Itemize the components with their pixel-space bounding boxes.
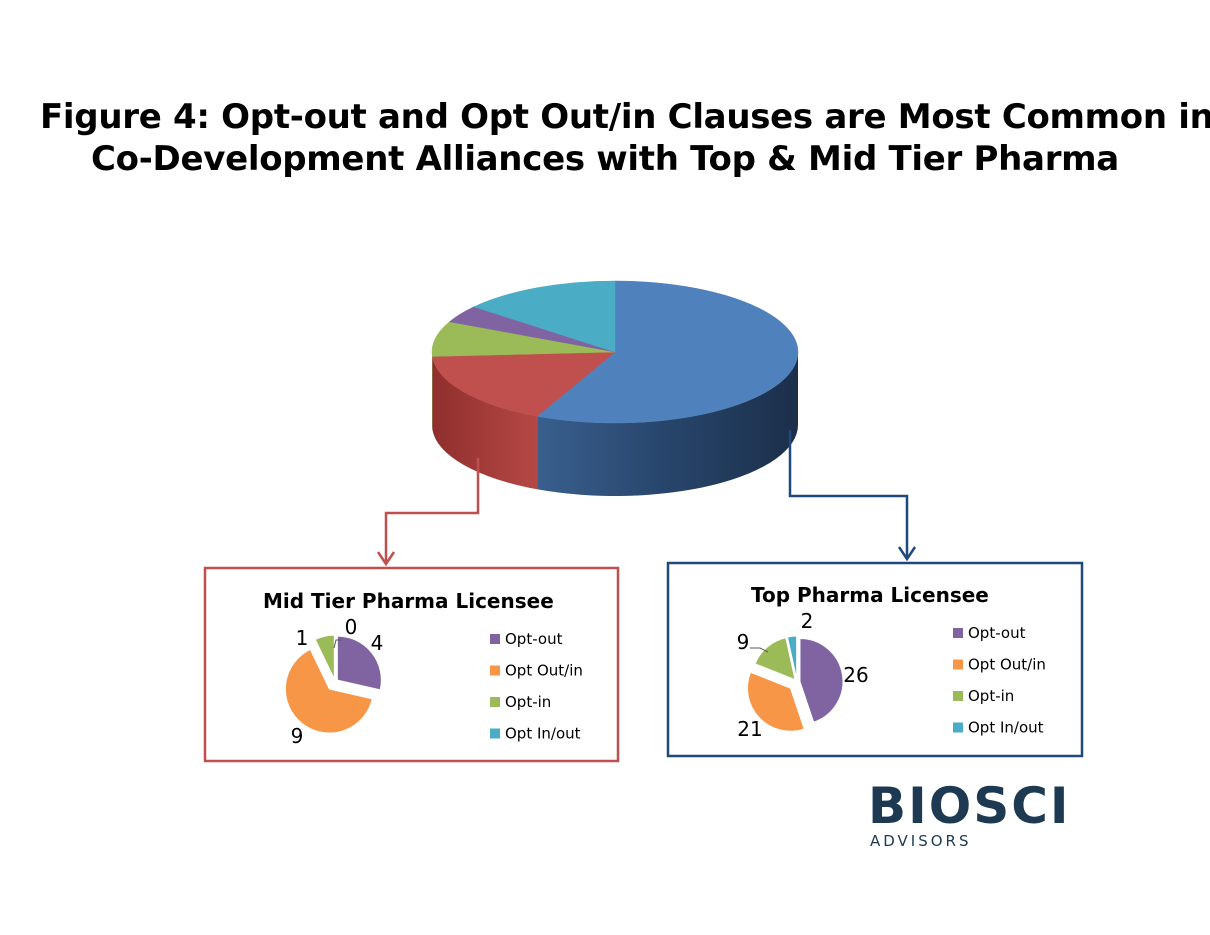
mid-tier-legend-swatch-opt-in-out (490, 728, 500, 739)
top-pharma-label-opt-out-in: 21 (737, 717, 762, 741)
main-pie-sides (432, 352, 798, 496)
mid-tier-title: Mid Tier Pharma Licensee (263, 589, 554, 613)
mid-tier-arrowhead (376, 551, 396, 567)
mid-tier-slice-opt-in (314, 634, 335, 680)
connector-arrows (376, 430, 917, 567)
mid-tier-data-labels: 4 9 1 0 (291, 615, 384, 748)
top-pharma-legend-swatch-opt-in (953, 691, 963, 701)
top-pharma-label-opt-out: 26 (843, 663, 868, 687)
top-pharma-slice-opt-out-in (746, 671, 805, 732)
top-pharma-label-opt-in: 9 (737, 630, 750, 654)
mid-tier-legend: Opt-out Opt Out/in Opt-in Opt In/out (490, 630, 583, 743)
top-pharma-slice-opt-out (799, 638, 844, 723)
mid-tier-connector (384, 458, 480, 562)
top-pharma-title: Top Pharma Licensee (751, 583, 989, 607)
main-pie-slice-4 (473, 280, 616, 353)
mid-tier-panel: Mid Tier Pharma Licensee 491 0 Opt-outOpt… (203, 566, 620, 763)
top-pharma-panel: Top Pharma Licensee 26 21 9 2 Opt-out Opt Ou… (666, 561, 1084, 758)
top-pharma-legend-swatch-opt-in-out (953, 722, 963, 733)
top-pharma-legend-label-opt-in-out: Opt In/out (968, 719, 1044, 737)
mid-tier-frame (203, 566, 620, 763)
top-pharma-legend-label-opt-out: Opt-out (968, 624, 1026, 642)
mid-tier-label-opt-out-in: 9 (291, 724, 304, 748)
top-pharma-legend-swatch-opt-out (953, 628, 963, 638)
top-pharma-leader-opt-in (750, 647, 769, 653)
mid-tier-label-opt-out: 4 (371, 631, 384, 655)
top-pharma-data-labels: 26 21 9 2 (737, 609, 869, 741)
top-pharma-frame (666, 561, 1084, 758)
mid-tier-legend-label-opt-in-out: Opt In/out (505, 725, 581, 743)
top-pharma-legend-label-opt-in: Opt-in (968, 687, 1014, 705)
figure-title: Figure 4: Opt-out and Opt Out/in Clauses… (40, 96, 1210, 180)
main-pie-side-1 (432, 356, 538, 490)
logo-brand: BIOSCI (868, 777, 1071, 835)
mid-tier-leader-opt-in-out (333, 639, 341, 649)
biosci-logo: BIOSCI ADVISORS (868, 778, 1118, 853)
mid-tier-label-opt-in-out: 0 (345, 615, 358, 639)
mid-tier-legend-swatch-opt-out-in (490, 665, 500, 676)
top-arrowhead (897, 546, 917, 562)
top-pharma-legend-label-opt-out-in: Opt Out/in (968, 656, 1046, 674)
mid-tier-legend-swatch-opt-in (490, 697, 500, 707)
main-pie-slice-1 (432, 351, 616, 417)
mid-tier-legend-swatch-opt-out (490, 634, 500, 644)
main-pie-slice-2 (431, 321, 616, 357)
main-pie-top (431, 280, 799, 424)
mid-tier-pie (284, 634, 382, 734)
logo-subtitle: ADVISORS (870, 832, 972, 850)
mid-tier-slice-opt-out (336, 635, 382, 691)
main-pie-slice-0 (536, 280, 799, 424)
mid-tier-slice-opt-out-in (284, 648, 373, 734)
figure-title-line-1: Figure 4: Opt-out and Opt Out/in Clauses… (40, 97, 1210, 137)
figure-title-line-2: Co-Development Alliances with Top & Mid … (91, 139, 1119, 179)
top-connector (788, 430, 909, 557)
main-pie-side-0 (537, 352, 798, 496)
main-pie-chart (431, 280, 799, 496)
top-pharma-legend-swatch-opt-out-in (953, 659, 963, 670)
top-pharma-label-opt-in-out: 2 (801, 609, 814, 633)
top-pharma-pie (746, 635, 844, 732)
mid-tier-legend-label-opt-out-in: Opt Out/in (505, 662, 583, 680)
mid-tier-legend-label-opt-in: Opt-in (505, 693, 551, 711)
top-pharma-legend: Opt-out Opt Out/in Opt-in Opt In/out (953, 624, 1046, 737)
top-pharma-slice-opt-in (754, 637, 796, 681)
mid-tier-label-opt-in: 1 (296, 626, 309, 650)
top-pharma-slice-opt-in-out (786, 635, 798, 680)
mid-tier-legend-label-opt-out: Opt-out (505, 630, 563, 648)
